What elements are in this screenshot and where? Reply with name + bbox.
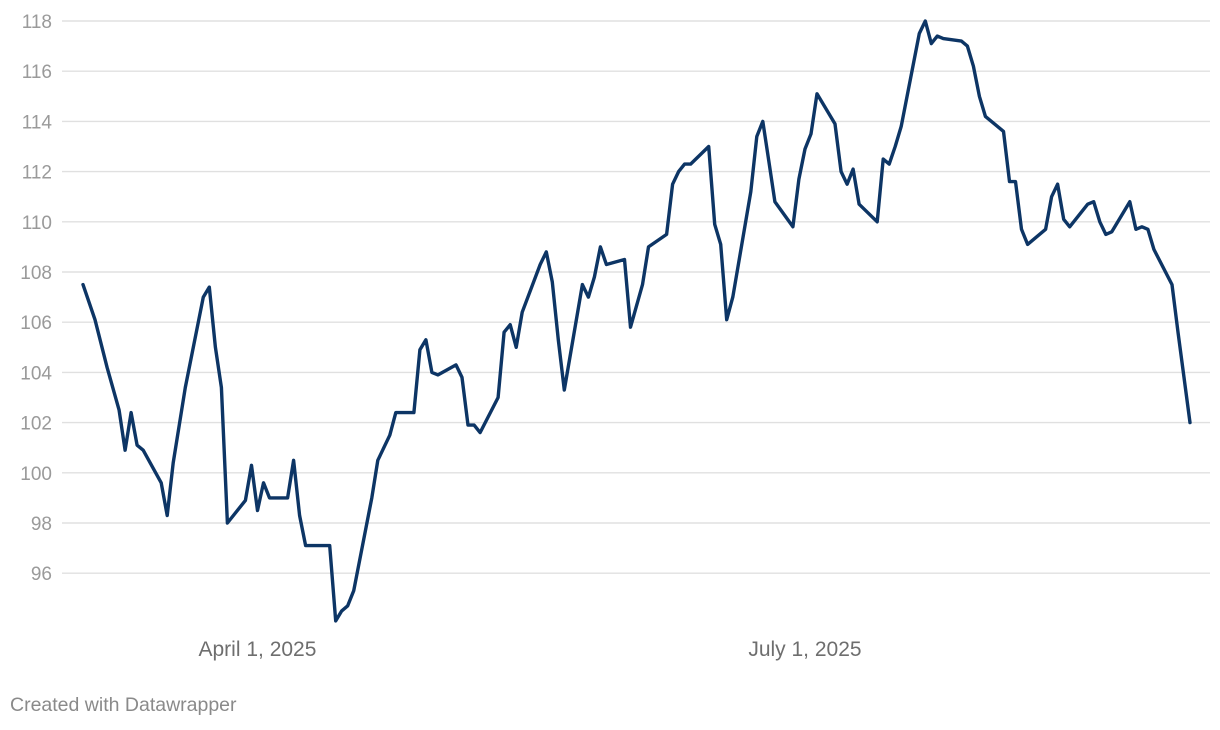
y-tick-label: 108	[20, 263, 52, 284]
x-tick-label: July 1, 2025	[748, 638, 861, 661]
y-tick-label: 118	[22, 12, 52, 33]
y-tick-label: 106	[20, 313, 52, 334]
y-tick-label: 114	[22, 112, 53, 133]
gridlines	[62, 20, 1210, 574]
y-tick-label: 116	[22, 62, 52, 83]
y-tick-label: 104	[20, 363, 52, 384]
y-tick-label: 96	[31, 564, 52, 585]
y-tick-label: 112	[22, 163, 52, 184]
y-tick-label: 98	[31, 514, 52, 535]
y-tick-label: 110	[22, 213, 52, 234]
series-layer	[81, 19, 1192, 623]
y-tick-label: 100	[20, 464, 52, 485]
datawrapper-credit: Created with Datawrapper	[10, 694, 237, 716]
series-line-0	[81, 19, 1192, 623]
x-axis-tick-labels: April 1, 2025 July 1, 2025	[199, 638, 862, 661]
y-axis-tick-labels: 96 98 100 102 104 106 108 110 112 114 116 118	[20, 12, 52, 585]
x-tick-label: April 1, 2025	[199, 638, 317, 661]
y-tick-label: 102	[20, 414, 52, 435]
